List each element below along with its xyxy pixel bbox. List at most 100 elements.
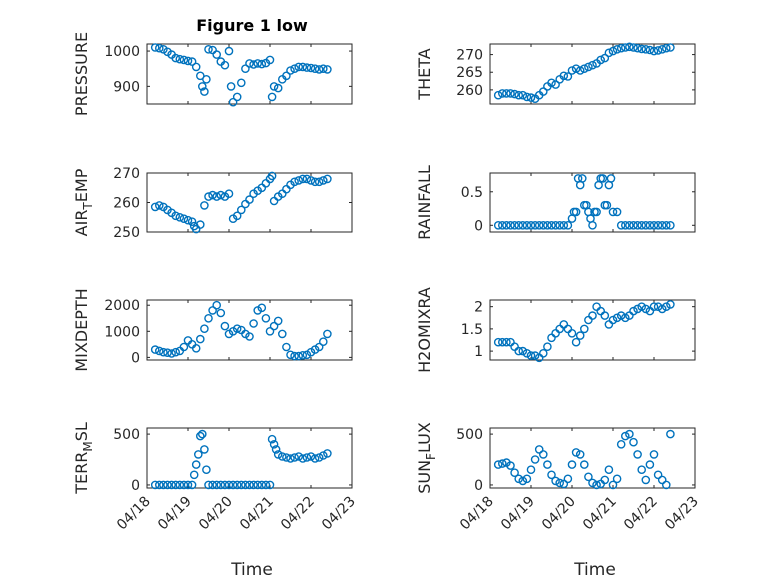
y-tick-label: 250	[113, 225, 140, 241]
subplot-air: 250 260 270 AIRTEMP	[72, 166, 353, 241]
data-point	[267, 92, 277, 102]
data-point	[318, 337, 328, 347]
data-point	[637, 302, 647, 312]
y-axis-label: TERRMSL	[72, 422, 95, 495]
data-point	[298, 174, 308, 184]
data-point	[633, 450, 642, 459]
data-point	[575, 331, 585, 340]
data-point	[645, 45, 655, 55]
data-point	[175, 212, 185, 222]
data-point	[150, 43, 160, 52]
subplot-rainfall: 0 0.5 RAINFALL	[415, 165, 696, 240]
data-point	[204, 480, 213, 490]
data-point	[302, 453, 312, 462]
data-point	[633, 43, 642, 53]
data-point	[216, 308, 226, 318]
data-point	[290, 177, 299, 187]
data-point	[616, 439, 626, 449]
data-point	[294, 452, 304, 461]
data-point	[526, 93, 536, 102]
data-point	[539, 220, 548, 230]
x-axis-label-right: Time	[573, 560, 616, 580]
data-point	[578, 174, 587, 183]
data-point	[621, 313, 630, 323]
data-point	[318, 64, 328, 73]
data-point	[563, 72, 573, 81]
data-point	[629, 220, 638, 230]
data-point	[522, 348, 532, 358]
data-point	[179, 480, 189, 490]
data-point	[183, 480, 193, 490]
data-point	[616, 311, 626, 320]
x-tick-label: 04/22	[278, 494, 318, 534]
data-point	[265, 480, 275, 490]
data-point	[580, 324, 589, 334]
data-point	[551, 80, 560, 89]
data-point	[604, 48, 614, 58]
data-point	[195, 220, 205, 229]
data-point	[310, 177, 320, 187]
data-point	[514, 220, 524, 230]
y-axis-label-subscript: M	[81, 441, 95, 451]
y-tick-label: 0.5	[461, 185, 483, 201]
data-point	[302, 174, 312, 184]
y-tick-label: 2	[474, 300, 483, 316]
data-point	[302, 63, 312, 72]
data-point	[666, 429, 675, 439]
data-point	[547, 220, 556, 230]
data-point	[629, 43, 638, 52]
data-point	[506, 89, 515, 98]
data-point	[245, 480, 254, 490]
y-tick-label: 0	[474, 478, 483, 494]
data-point	[290, 453, 299, 462]
y-tick-label: 2000	[104, 298, 140, 314]
data-point	[653, 220, 663, 230]
data-point	[580, 64, 589, 73]
data-point	[195, 334, 205, 344]
data-point	[592, 480, 601, 490]
data-point	[666, 220, 675, 230]
data-point	[530, 455, 540, 464]
data-point	[567, 328, 577, 338]
y-axis-label-subscript: T	[81, 202, 95, 211]
data-point	[163, 480, 172, 490]
data-point	[567, 460, 577, 469]
data-point	[245, 59, 254, 68]
figure-title: Figure 1 low	[196, 16, 308, 35]
data-point	[171, 347, 180, 357]
data-point	[249, 480, 258, 490]
subplot-pressure: 900 1000 PRESSURE	[72, 32, 353, 116]
data-point	[543, 342, 552, 352]
data-point	[653, 470, 663, 480]
data-point	[493, 220, 503, 230]
subplot-h2omixra: 1 1.5 2 H2OMIXRA	[415, 287, 696, 373]
data-point	[232, 480, 242, 490]
subplot-mixdepth: 0 1000 2000 MIXDEPTH	[72, 288, 353, 372]
data-point	[171, 480, 180, 490]
y-tick-label: 260	[456, 83, 483, 99]
data-point	[497, 459, 507, 468]
data-point	[506, 220, 515, 230]
data-point	[571, 448, 581, 457]
data-point	[612, 313, 622, 323]
data-point	[602, 200, 612, 210]
data-point	[608, 207, 618, 217]
data-point	[204, 45, 213, 54]
data-point	[249, 319, 258, 328]
y-tick-label: 1000	[104, 324, 140, 340]
data-point	[241, 64, 250, 73]
data-point	[518, 346, 528, 356]
data-point	[502, 337, 511, 347]
data-point	[171, 211, 180, 221]
data-point	[200, 87, 209, 96]
data-point	[641, 304, 651, 314]
data-point	[261, 313, 271, 323]
y-axis-label-main: PRESSURE	[72, 32, 91, 116]
data-point	[154, 43, 164, 53]
data-point	[625, 220, 634, 230]
data-point	[580, 460, 589, 469]
data-point	[271, 445, 281, 454]
data-point	[183, 56, 193, 66]
data-point	[245, 195, 254, 204]
data-point	[497, 337, 507, 347]
